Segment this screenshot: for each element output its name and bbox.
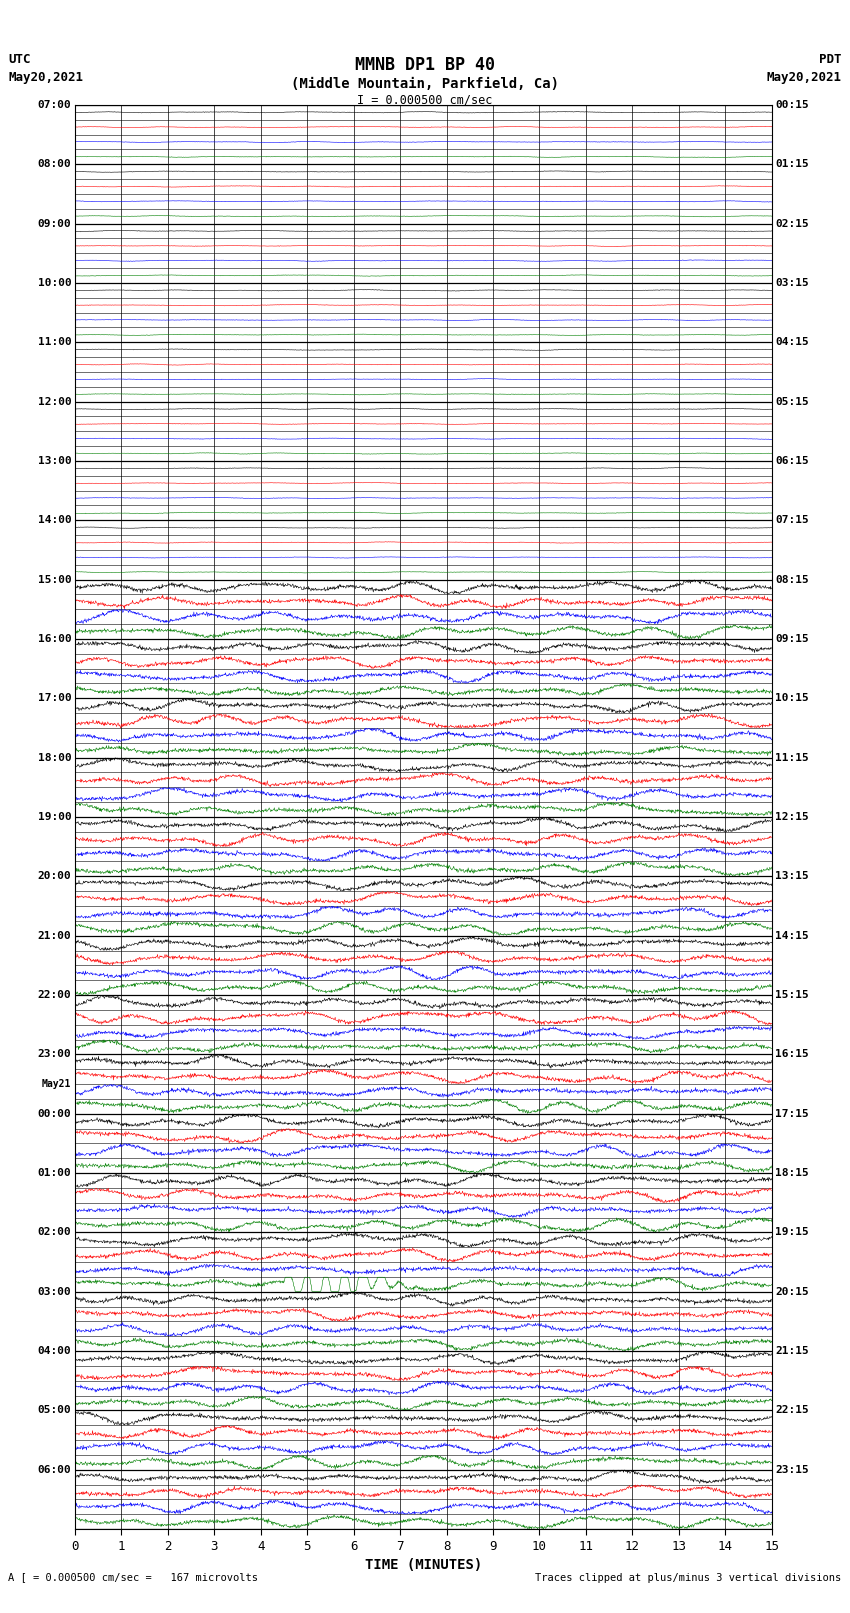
Text: 14:00: 14:00 — [37, 515, 71, 526]
Text: 11:15: 11:15 — [775, 753, 809, 763]
Text: 03:15: 03:15 — [775, 277, 809, 287]
Text: 21:00: 21:00 — [37, 931, 71, 940]
Text: 20:15: 20:15 — [775, 1287, 809, 1297]
Text: 12:00: 12:00 — [37, 397, 71, 406]
Text: 15:00: 15:00 — [37, 574, 71, 584]
Text: 18:00: 18:00 — [37, 753, 71, 763]
Text: 19:00: 19:00 — [37, 811, 71, 823]
Text: UTC: UTC — [8, 53, 31, 66]
Text: 03:00: 03:00 — [37, 1287, 71, 1297]
Text: 18:15: 18:15 — [775, 1168, 809, 1177]
X-axis label: TIME (MINUTES): TIME (MINUTES) — [365, 1558, 482, 1573]
Text: A [ = 0.000500 cm/sec =   167 microvolts: A [ = 0.000500 cm/sec = 167 microvolts — [8, 1573, 258, 1582]
Text: 09:15: 09:15 — [775, 634, 809, 644]
Text: 08:15: 08:15 — [775, 574, 809, 584]
Text: 05:00: 05:00 — [37, 1405, 71, 1416]
Text: 11:00: 11:00 — [37, 337, 71, 347]
Text: 06:00: 06:00 — [37, 1465, 71, 1474]
Text: 23:15: 23:15 — [775, 1465, 809, 1474]
Text: 10:15: 10:15 — [775, 694, 809, 703]
Text: 04:00: 04:00 — [37, 1347, 71, 1357]
Text: 16:00: 16:00 — [37, 634, 71, 644]
Text: 22:00: 22:00 — [37, 990, 71, 1000]
Text: 07:00: 07:00 — [37, 100, 71, 110]
Text: 12:15: 12:15 — [775, 811, 809, 823]
Text: 01:00: 01:00 — [37, 1168, 71, 1177]
Text: 02:00: 02:00 — [37, 1227, 71, 1237]
Text: 07:15: 07:15 — [775, 515, 809, 526]
Text: I = 0.000500 cm/sec: I = 0.000500 cm/sec — [357, 94, 493, 106]
Text: 09:00: 09:00 — [37, 218, 71, 229]
Text: 00:15: 00:15 — [775, 100, 809, 110]
Text: 17:00: 17:00 — [37, 694, 71, 703]
Text: 04:15: 04:15 — [775, 337, 809, 347]
Text: May20,2021: May20,2021 — [767, 71, 842, 84]
Text: 02:15: 02:15 — [775, 218, 809, 229]
Text: 06:15: 06:15 — [775, 456, 809, 466]
Text: (Middle Mountain, Parkfield, Ca): (Middle Mountain, Parkfield, Ca) — [291, 77, 559, 90]
Text: 05:15: 05:15 — [775, 397, 809, 406]
Text: May21: May21 — [42, 1079, 71, 1089]
Text: May20,2021: May20,2021 — [8, 71, 83, 84]
Text: 20:00: 20:00 — [37, 871, 71, 881]
Text: 15:15: 15:15 — [775, 990, 809, 1000]
Text: 08:00: 08:00 — [37, 160, 71, 169]
Text: 13:00: 13:00 — [37, 456, 71, 466]
Text: PDT: PDT — [819, 53, 842, 66]
Text: 00:00: 00:00 — [37, 1108, 71, 1119]
Text: 01:15: 01:15 — [775, 160, 809, 169]
Text: 17:15: 17:15 — [775, 1108, 809, 1119]
Text: Traces clipped at plus/minus 3 vertical divisions: Traces clipped at plus/minus 3 vertical … — [536, 1573, 842, 1582]
Text: MMNB DP1 BP 40: MMNB DP1 BP 40 — [355, 55, 495, 74]
Text: 21:15: 21:15 — [775, 1347, 809, 1357]
Text: 16:15: 16:15 — [775, 1050, 809, 1060]
Text: 14:15: 14:15 — [775, 931, 809, 940]
Text: 23:00: 23:00 — [37, 1050, 71, 1060]
Text: 13:15: 13:15 — [775, 871, 809, 881]
Text: 10:00: 10:00 — [37, 277, 71, 287]
Text: 22:15: 22:15 — [775, 1405, 809, 1416]
Text: 19:15: 19:15 — [775, 1227, 809, 1237]
